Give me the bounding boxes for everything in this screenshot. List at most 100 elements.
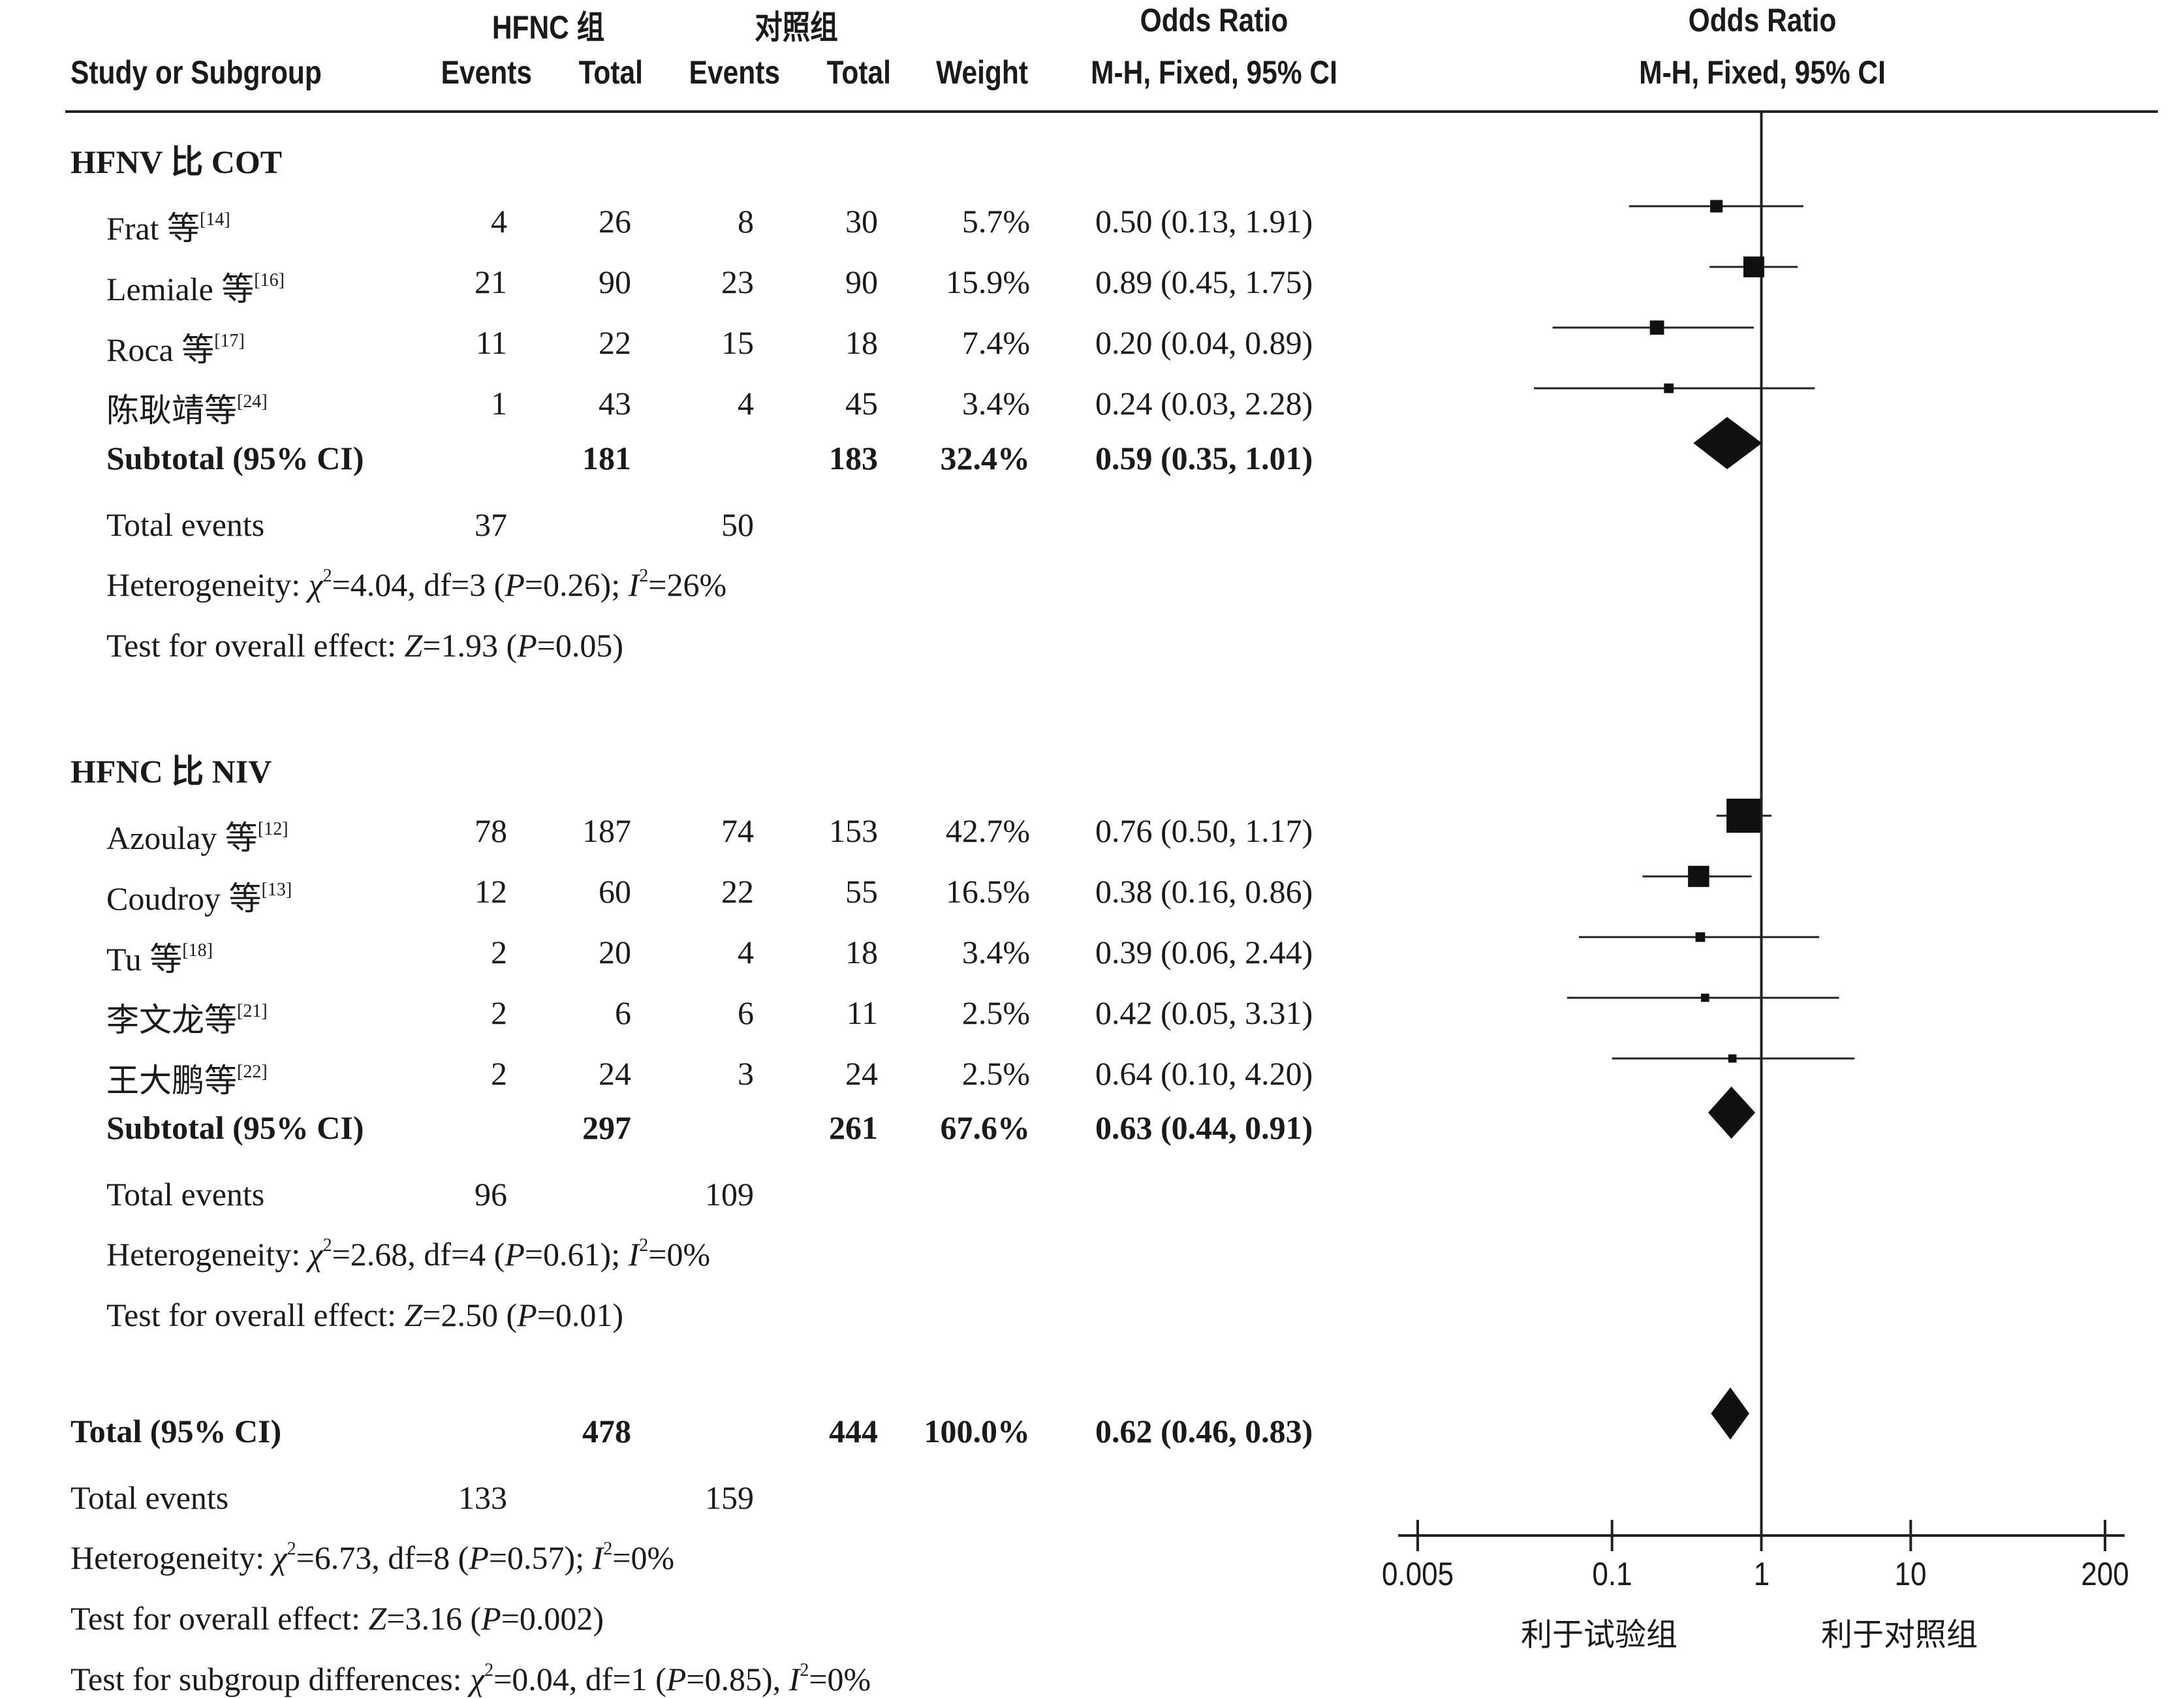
i-value: =26% (648, 566, 727, 603)
subtotal-ctrl-total: 183 (829, 440, 878, 476)
study-name-text: Azoulay 等 (106, 820, 258, 856)
point-estimate-marker (1728, 1054, 1737, 1063)
ctrl-total-header: Total (826, 54, 891, 91)
p-value: =0.26); (524, 566, 629, 603)
axis-tick-label: 200 (2081, 1556, 2129, 1592)
or-ci-cell: 0.42 (0.05, 3.31) (1095, 995, 1313, 1031)
subtotal-ctrl-total: 261 (829, 1109, 878, 1146)
total-events-ctrl: 159 (705, 1479, 754, 1516)
axis-tick-label: 0.005 (1381, 1556, 1454, 1592)
stat-prefix: Test for overall effect: (106, 1297, 405, 1333)
chi-symbol: χ (272, 1539, 287, 1576)
study-name-text: Coudroy 等 (106, 880, 262, 917)
i-superscript: 2 (603, 1539, 613, 1559)
i-value: =0% (612, 1539, 675, 1576)
ctrl-total-cell: 18 (845, 934, 878, 970)
favours-experimental-label: 利于试验组 (1521, 1616, 1678, 1653)
ctrl-events-header: Events (689, 54, 780, 91)
ctrl-events-cell: 4 (738, 385, 754, 422)
axis-tick-label: 1 (1753, 1556, 1770, 1592)
exp-total-cell: 90 (599, 264, 631, 300)
ctrl-events-cell: 22 (721, 873, 754, 910)
or-ci-cell: 0.20 (0.04, 0.89) (1095, 324, 1313, 361)
study-name-text: Frat 等 (106, 210, 200, 247)
exp-events-cell: 1 (491, 385, 507, 422)
or-column-method: M-H, Fixed, 95% CI (1091, 54, 1337, 91)
study-name-text: 王大鹏等 (106, 1062, 237, 1099)
chi-symbol: χ (308, 566, 323, 603)
stat-prefix: Heterogeneity: (106, 1236, 309, 1273)
z-value: =3.16 ( (386, 1600, 482, 1637)
chi-superscript: 2 (484, 1660, 494, 1680)
p-value: =0.85), (686, 1661, 789, 1697)
or-ci-cell: 0.76 (0.50, 1.17) (1095, 812, 1313, 849)
ctrl-total-cell: 55 (845, 873, 878, 910)
i-symbol: I (788, 1661, 800, 1697)
reference-number: [18] (182, 940, 213, 961)
ctrl-events-cell: 8 (738, 203, 754, 239)
subtotal-label: Subtotal (95% CI) (106, 440, 364, 476)
ctrl-events-cell: 3 (738, 1055, 754, 1092)
plot-method: M-H, Fixed, 95% CI (1639, 54, 1886, 91)
summary-diamond (1693, 417, 1762, 469)
weight-cell: 7.4% (961, 324, 1030, 361)
or-ci-cell: 0.50 (0.13, 1.91) (1095, 203, 1313, 239)
chi-symbol: χ (470, 1661, 485, 1697)
subtotal-weight: 67.6% (940, 1109, 1031, 1146)
weight-cell: 5.7% (961, 203, 1030, 239)
total-events-exp: 133 (458, 1479, 507, 1516)
i-symbol: I (628, 566, 640, 603)
axis-tick-label: 10 (1894, 1556, 1927, 1592)
favours-control-label: 利于对照组 (1821, 1616, 1978, 1653)
exp-events-cell: 78 (475, 812, 507, 849)
ctrl-total-cell: 24 (845, 1055, 878, 1092)
exp-events-cell: 2 (491, 1055, 507, 1092)
reference-number: [22] (237, 1062, 268, 1082)
p-symbol: P (666, 1661, 687, 1697)
total-ctrl-total: 444 (829, 1413, 878, 1449)
subtotal-exp-total: 297 (582, 1109, 631, 1146)
subgroup-title: HFNV 比 COT (70, 144, 283, 180)
p-value: =0.61); (524, 1236, 629, 1273)
total-events-label: Total events (70, 1479, 229, 1516)
summary-diamond (1708, 1087, 1756, 1139)
exp-events-cell: 2 (491, 995, 507, 1031)
p-symbol: P (517, 1297, 537, 1333)
study-name: Azoulay 等[12] (106, 812, 289, 859)
total-events-exp: 96 (475, 1176, 507, 1212)
i-symbol: I (628, 1236, 640, 1273)
chi-symbol: χ (308, 1236, 323, 1273)
study-name: 陈耿靖等[24] (106, 384, 268, 431)
study-name: 李文龙等[21] (106, 994, 268, 1041)
overall-effect-line: Test for overall effect: Z=1.93 (P=0.05) (106, 626, 623, 664)
total-weight: 100.0% (924, 1413, 1031, 1449)
total-events-ctrl: 109 (705, 1176, 754, 1212)
point-estimate-marker (1700, 993, 1709, 1002)
study-name-text: 李文龙等 (106, 1002, 237, 1038)
exp-events-cell: 4 (491, 203, 507, 239)
exp-total-cell: 22 (599, 324, 631, 361)
chi-value: =6.73, df=8 ( (296, 1539, 469, 1576)
point-estimate-marker (1664, 383, 1674, 394)
stat-prefix: Heterogeneity: (106, 566, 309, 603)
point-estimate-marker (1726, 798, 1761, 833)
subtotal-or-ci: 0.63 (0.44, 0.91) (1095, 1109, 1313, 1146)
overall-effect-line: Test for overall effect: Z=3.16 (P=0.002… (70, 1599, 604, 1637)
ctrl-total-cell: 18 (845, 324, 878, 361)
heterogeneity-line: Heterogeneity: χ2=4.04, df=3 (P=0.26); I… (106, 566, 726, 604)
or-column-title: Odds Ratio (1140, 2, 1288, 39)
study-name: Tu 等[18] (106, 933, 213, 980)
exp-total-cell: 20 (599, 934, 631, 970)
total-or-ci: 0.62 (0.46, 0.83) (1095, 1413, 1313, 1449)
ctrl-events-cell: 4 (738, 934, 754, 970)
or-ci-cell: 0.38 (0.16, 0.86) (1095, 873, 1313, 910)
chi-superscript: 2 (287, 1539, 296, 1559)
study-name-text: Tu 等 (106, 941, 183, 978)
reference-number: [21] (237, 1001, 268, 1021)
ctrl-events-cell: 23 (721, 264, 754, 300)
exp-events-cell: 11 (475, 324, 507, 361)
chi-value: =2.68, df=4 ( (332, 1236, 505, 1273)
exp-total-cell: 60 (599, 873, 631, 910)
weight-cell: 3.4% (961, 934, 1030, 970)
